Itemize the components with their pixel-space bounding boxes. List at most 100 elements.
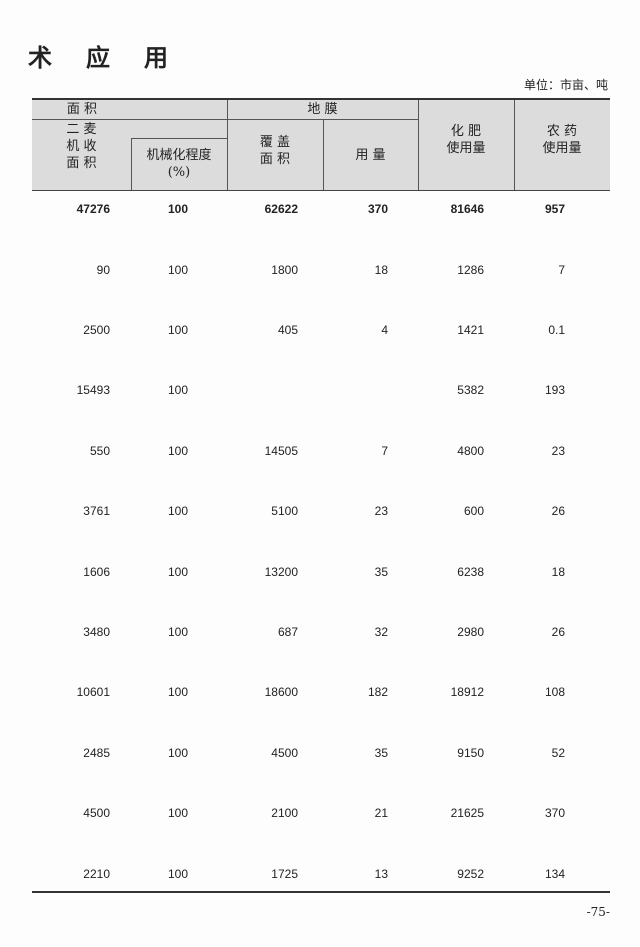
header-wheat-area: 二 麦 机 收 面 积 <box>66 121 97 171</box>
table-cell: 18 <box>374 263 388 277</box>
table-cell: 108 <box>544 685 565 699</box>
table-cell: 134 <box>544 867 565 881</box>
table-cell: 550 <box>89 444 110 458</box>
table-cell: 600 <box>463 504 484 518</box>
table-row: 2485 100 4500 35 9150 52 <box>32 746 610 766</box>
table-cell: 23 <box>374 504 388 518</box>
table-header: 面 积 地 膜 二 麦 机 收 面 积 机械化程度 (%) 覆 盖 面 积 用 … <box>32 98 610 191</box>
table-cell: 4800 <box>457 444 484 458</box>
title-char: 术 <box>28 43 52 72</box>
table-cell: 23 <box>551 444 565 458</box>
table-cell: 100 <box>167 746 189 760</box>
table-cell: 47276 <box>76 202 110 216</box>
table-cell: 2485 <box>83 746 110 760</box>
table-cell: 7 <box>558 263 565 277</box>
table-cell: 957 <box>544 202 565 216</box>
table-row: 3480 100 687 32 2980 26 <box>32 625 610 645</box>
table-cell: 35 <box>374 565 388 579</box>
table-cell: 100 <box>167 323 189 337</box>
table-cell: 21625 <box>450 806 484 820</box>
table-cell: 2210 <box>83 867 110 881</box>
table-cell: 18 <box>551 565 565 579</box>
divider <box>227 100 228 190</box>
table-row: 90 100 1800 18 1286 7 <box>32 263 610 283</box>
table-cell: 2980 <box>457 625 484 639</box>
table-cell: 0.1 <box>548 323 565 337</box>
header-area: 面 积 <box>66 102 98 117</box>
title-char: 应 <box>86 43 110 72</box>
header-fertilizer: 化 肥 使用量 <box>446 124 486 156</box>
header-mech-degree: 机械化程度 (%) <box>146 148 212 180</box>
table-cell: 10601 <box>76 685 110 699</box>
table-cell: 100 <box>167 806 189 820</box>
header-film: 地 膜 <box>307 102 338 117</box>
table-cell: 6238 <box>457 565 484 579</box>
table-cell: 1800 <box>271 263 298 277</box>
table-cell: 182 <box>367 685 388 699</box>
table-cell: 9150 <box>457 746 484 760</box>
table-cell: 1606 <box>83 565 110 579</box>
table-cell: 5382 <box>457 383 484 397</box>
table-row: 3761 100 5100 23 600 26 <box>32 504 610 524</box>
header-cover-area: 覆 盖 面 积 <box>259 135 291 167</box>
page-title: 术应用 <box>28 38 202 73</box>
table-cell: 52 <box>551 746 565 760</box>
table-cell: 18600 <box>264 685 298 699</box>
table-cell: 100 <box>167 625 189 639</box>
table-cell: 81646 <box>450 202 484 216</box>
table-cell: 4500 <box>271 746 298 760</box>
table-cell: 100 <box>167 444 189 458</box>
table-cell: 2100 <box>271 806 298 820</box>
table-row: 2500 100 405 4 1421 0.1 <box>32 323 610 343</box>
divider <box>131 138 227 139</box>
table-cell: 26 <box>551 625 565 639</box>
table-row: 2210 100 1725 13 9252 134 <box>32 867 610 887</box>
table-cell: 18912 <box>450 685 484 699</box>
divider <box>32 119 418 120</box>
table-cell: 35 <box>374 746 388 760</box>
table-cell: 5100 <box>271 504 298 518</box>
header-film-usage: 用 量 <box>355 147 386 163</box>
table-cell: 100 <box>167 202 189 216</box>
table-cell: 3480 <box>83 625 110 639</box>
unit-label: 单位：市亩、吨 <box>523 78 608 92</box>
table-cell: 32 <box>374 625 388 639</box>
table-cell: 2500 <box>83 323 110 337</box>
divider <box>131 138 132 190</box>
table-row: 47276 100 62622 370 81646 957 <box>32 202 610 222</box>
table-row: 1606 100 13200 35 6238 18 <box>32 565 610 585</box>
table-cell: 4 <box>381 323 388 337</box>
table-cell: 100 <box>167 504 189 518</box>
table-cell: 687 <box>277 625 298 639</box>
page-number: -75- <box>586 905 610 919</box>
table-cell: 13 <box>374 867 388 881</box>
table-cell: 405 <box>277 323 298 337</box>
table-cell: 13200 <box>264 565 298 579</box>
table-cell: 9252 <box>457 867 484 881</box>
header-pesticide: 农 药 使用量 <box>542 124 582 156</box>
table-cell: 100 <box>167 383 189 397</box>
divider <box>514 100 515 190</box>
table-cell: 1421 <box>457 323 484 337</box>
table-cell: 1725 <box>271 867 298 881</box>
table-cell: 370 <box>367 202 388 216</box>
table-cell: 26 <box>551 504 565 518</box>
title-char: 用 <box>144 43 168 72</box>
table-bottom-rule <box>32 891 610 893</box>
divider <box>323 119 324 190</box>
table-cell: 62622 <box>264 202 298 216</box>
table-cell: 7 <box>381 444 388 458</box>
table-row: 10601 100 18600 182 18912 108 <box>32 685 610 705</box>
table-cell: 21 <box>374 806 388 820</box>
table-cell: 370 <box>544 806 565 820</box>
divider <box>418 100 419 190</box>
table-row: 550 100 14505 7 4800 23 <box>32 444 610 464</box>
table-cell: 100 <box>167 565 189 579</box>
table-cell: 14505 <box>264 444 298 458</box>
table-cell: 100 <box>167 867 189 881</box>
table-cell: 3761 <box>83 504 110 518</box>
table-row: 15493 100 5382 193 <box>32 383 610 403</box>
table-cell: 100 <box>167 263 189 277</box>
table-cell: 15493 <box>76 383 110 397</box>
